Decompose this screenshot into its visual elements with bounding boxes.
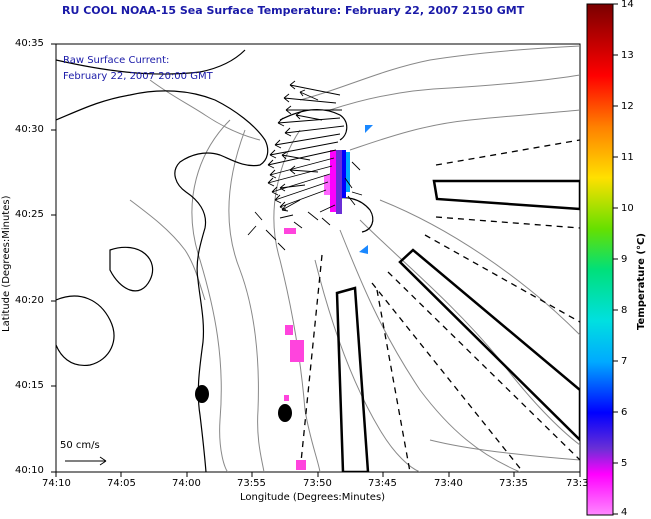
- map-title: RU COOL NOAA-15 Sea Surface Temperature:…: [62, 4, 525, 17]
- coastline: [56, 49, 374, 472]
- legend-line-2: February 22, 2007 20:00 GMT: [63, 71, 213, 82]
- colorbar-tick-label: 6: [621, 407, 628, 418]
- y-tick-label: 40:10: [15, 465, 44, 476]
- plot-frame: [55, 43, 581, 473]
- y-tick-label: 40:35: [15, 38, 44, 49]
- y-axis-label: Latitude (Degrees:Minutes): [1, 195, 12, 332]
- colorbar-tick-label: 7: [621, 356, 628, 367]
- site-marker: [195, 385, 209, 403]
- colorbar-tick-label: 4: [621, 507, 628, 518]
- x-tick-label: 74:05: [107, 478, 136, 489]
- scale-arrow: [65, 456, 107, 466]
- colorbar-tick-label: 11: [621, 152, 634, 163]
- x-tick-label: 73:3: [566, 478, 589, 489]
- y-tick-label: 40:15: [15, 380, 44, 391]
- colorbar-tick-label: 13: [621, 50, 634, 61]
- current-vectors: [247, 80, 363, 251]
- x-axis-label: Longitude (Degrees:Minutes): [240, 492, 386, 503]
- colorbar-tick-label: 14: [621, 0, 634, 10]
- colorbar-tick-label: 8: [621, 305, 628, 316]
- colorbar-tick-label: 12: [621, 101, 634, 112]
- axis-ticks: [51, 43, 581, 477]
- site-marker: [278, 404, 292, 422]
- shipping-lanes: [335, 179, 580, 472]
- y-tick-label: 40:30: [15, 124, 44, 135]
- legend-line-1: Raw Surface Current:: [63, 55, 170, 66]
- colorbar-tick-label: 10: [621, 203, 634, 214]
- y-tick-label: 40:20: [15, 295, 44, 306]
- colorbar-tick-label: 9: [621, 254, 628, 265]
- x-tick-label: 74:10: [42, 478, 71, 489]
- x-tick-label: 73:50: [303, 478, 332, 489]
- sst-patches: [284, 125, 373, 470]
- colorbar-tick-label: 5: [621, 458, 628, 469]
- radar-range-lines: [299, 139, 580, 472]
- x-tick-label: 73:55: [237, 478, 266, 489]
- y-tick-label: 40:25: [15, 209, 44, 220]
- scale-label: 50 cm/s: [60, 440, 100, 451]
- bathymetry-contours: [129, 45, 580, 472]
- x-tick-label: 73:45: [368, 478, 397, 489]
- colorbar-label: Temperature (°C): [636, 233, 647, 330]
- x-tick-label: 74:00: [172, 478, 201, 489]
- colorbar-ticks: [613, 3, 618, 515]
- x-tick-label: 73:35: [499, 478, 528, 489]
- colorbar: [586, 3, 614, 516]
- x-tick-label: 73:40: [434, 478, 463, 489]
